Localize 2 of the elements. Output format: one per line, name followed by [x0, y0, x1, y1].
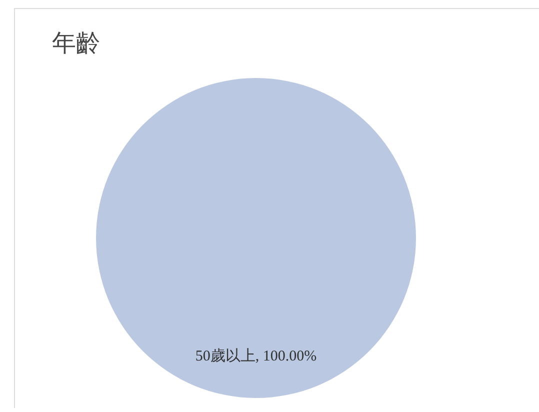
chart-title: 年齡 [52, 29, 100, 58]
slice-label: 50歲以上, 100.00% [195, 347, 317, 364]
